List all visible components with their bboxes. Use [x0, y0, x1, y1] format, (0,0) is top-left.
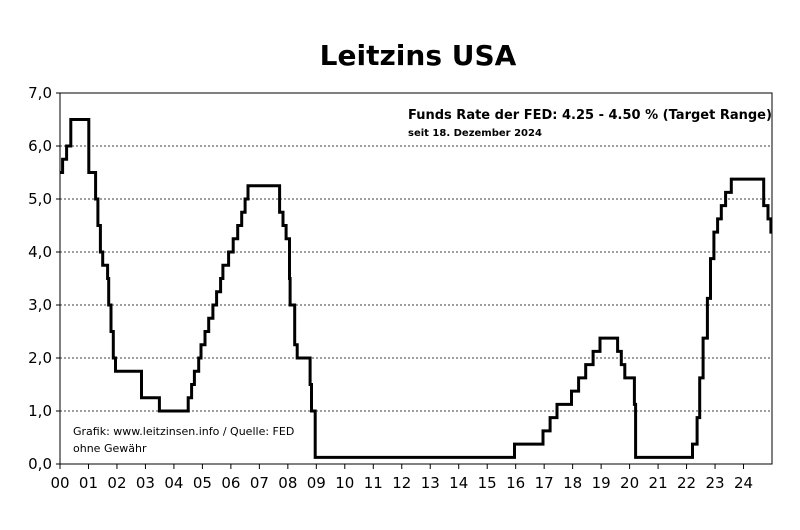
y-tick-label: 2,0	[28, 349, 52, 367]
x-tick-label: 23	[705, 474, 724, 492]
y-tick-label: 3,0	[28, 296, 52, 314]
x-tick-label: 15	[478, 474, 497, 492]
x-tick-label: 12	[392, 474, 411, 492]
x-tick-label: 19	[592, 474, 611, 492]
y-tick-label: 4,0	[28, 243, 52, 261]
x-tick-label: 22	[677, 474, 696, 492]
x-tick-label: 08	[278, 474, 297, 492]
source-line-2: ohne Gewähr	[73, 442, 147, 455]
x-tick-label: 07	[250, 474, 269, 492]
y-tick-label: 5,0	[28, 190, 52, 208]
x-tick-label: 06	[221, 474, 240, 492]
x-tick-label: 02	[107, 474, 126, 492]
x-tick-label: 18	[563, 474, 582, 492]
x-tick-label: 05	[193, 474, 212, 492]
annotation-sub: seit 18. Dezember 2024	[408, 128, 542, 139]
y-axis-ticks: 0,0 1,0 2,0 3,0 4,0 5,0 6,0 7,0	[28, 84, 60, 473]
x-tick-label: 21	[649, 474, 668, 492]
x-tick-label: 00	[50, 474, 69, 492]
chart-title: Leitzins USA	[320, 39, 517, 72]
x-tick-label: 13	[421, 474, 440, 492]
x-tick-label: 11	[364, 474, 383, 492]
x-tick-label: 20	[620, 474, 639, 492]
x-tick-label: 14	[449, 474, 468, 492]
y-tick-label: 1,0	[28, 402, 52, 420]
series-line-funds-rate	[60, 118, 773, 459]
plot-frame	[59, 92, 773, 465]
source-line-1: Grafik: www.leitzinsen.info / Quelle: FE…	[73, 425, 294, 438]
x-tick-label: 01	[79, 474, 98, 492]
x-tick-label: 24	[734, 474, 753, 492]
annotation-main: Funds Rate der FED: 4.25 - 4.50 % (Targe…	[408, 108, 772, 123]
x-tick-label: 16	[506, 474, 525, 492]
x-tick-label: 10	[335, 474, 354, 492]
y-tick-label: 6,0	[28, 137, 52, 155]
y-tick-label: 7,0	[28, 84, 52, 102]
x-axis-ticks: 00 01 02 03 04 05 06 07 08 09 10 11 12 13 14 15 16 17 18 19…	[50, 464, 753, 492]
x-tick-label: 17	[535, 474, 554, 492]
y-tick-label: 0,0	[28, 455, 52, 473]
x-tick-label: 04	[164, 474, 183, 492]
grid-lines	[60, 92, 772, 412]
x-tick-label: 03	[136, 474, 155, 492]
x-tick-label: 09	[307, 474, 326, 492]
